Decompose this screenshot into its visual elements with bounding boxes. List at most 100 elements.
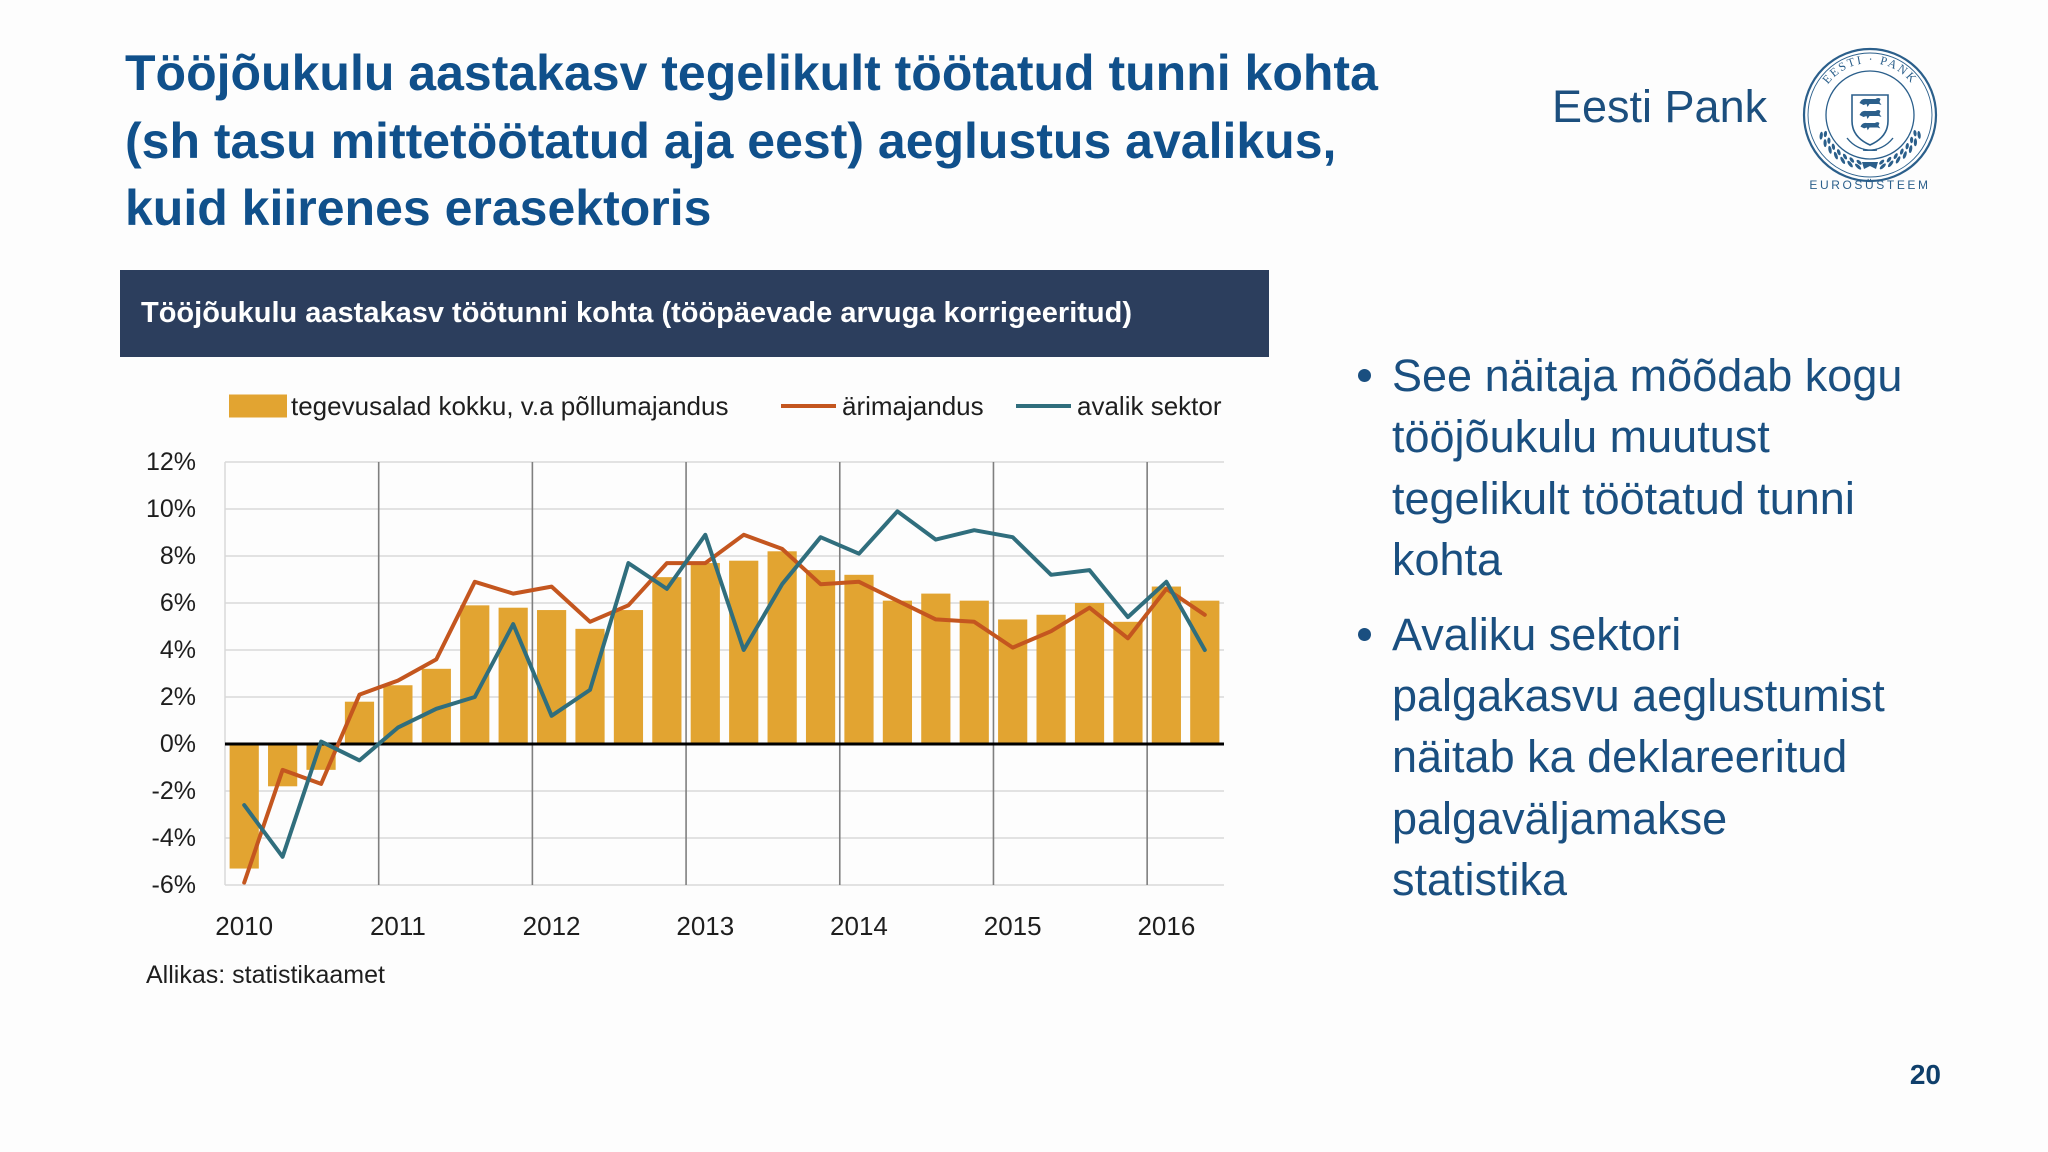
- wreath-leaf: [1849, 157, 1855, 163]
- y-tick-label: -4%: [152, 824, 196, 852]
- bullet-text-line: tööjõukulu muutust: [1392, 411, 1770, 463]
- wreath-leaf: [1879, 163, 1886, 170]
- legend-item-arimajandus: ärimajandus: [781, 391, 984, 421]
- bar-2013Q4: [805, 570, 836, 744]
- seal-branch-right: [1862, 137, 1894, 151]
- shield-icon: [1851, 94, 1889, 146]
- eurosysteem-caption: EUROSÜSTEEM: [1809, 178, 1931, 192]
- bar-2015Q1: [998, 619, 1028, 744]
- chart-source: Allikas: statistikaamet: [146, 961, 385, 989]
- bar-2015Q3: [1074, 603, 1105, 744]
- wreath-leaf: [1836, 149, 1841, 156]
- wreath-leaf: [1887, 160, 1894, 168]
- chart-title-bar: Tööjõukulu aastakasv töötunni kohta (töö…: [120, 270, 1269, 357]
- wreath-leaf: [1917, 130, 1921, 139]
- seal-inner-ring: [1807, 52, 1933, 178]
- bar-2012Q3: [613, 610, 644, 744]
- bar-2014Q2: [882, 600, 913, 744]
- wreath-leaf: [1879, 159, 1885, 165]
- wreath-leaf: [1902, 151, 1907, 159]
- seal-center-ring: [1825, 70, 1915, 160]
- bullet-text-line: Avaliku sektori: [1392, 608, 1682, 660]
- lion-icon: [1859, 110, 1882, 119]
- legend-label: ärimajandus: [842, 391, 984, 421]
- y-tick-label: -2%: [152, 777, 196, 805]
- legend-label: avalik sektor: [1077, 391, 1222, 421]
- bullet-item: Avaliku sektori palgakasvu aeglustumist …: [1358, 604, 1992, 911]
- wreath-leaf: [1847, 160, 1853, 168]
- y-tick-label: -6%: [152, 871, 196, 899]
- wreath-leaf: [1819, 131, 1823, 140]
- wreath-leaf: [1909, 136, 1914, 144]
- wreath-leaf: [1856, 159, 1862, 165]
- legend-item-total: tegevusalad kokku, v.a põllumajandus: [229, 391, 728, 421]
- bar-2014Q1: [844, 574, 874, 744]
- bar-series: [229, 551, 1220, 869]
- bullet-text-line: tegelikult töötatud tunni: [1392, 472, 1855, 524]
- wreath-leaf: [1908, 145, 1913, 154]
- x-tick-label: 2013: [676, 911, 734, 941]
- chart-legend: tegevusalad kokku, v.a põllumajandus äri…: [229, 391, 1222, 421]
- bar-2013Q3: [767, 551, 797, 744]
- bullet-text-line: näitab ka deklareeritud: [1392, 731, 1848, 783]
- wreath-leaf: [1828, 145, 1832, 154]
- y-tick-label: 4%: [160, 636, 196, 664]
- bullet-text-line: statistika: [1392, 854, 1568, 906]
- bullet-item: See näitaja mõõdab kogu tööjõukulu muutu…: [1358, 345, 1992, 591]
- line-series: [242, 509, 1207, 885]
- bar-2010Q4: [344, 701, 375, 744]
- wreath-leaf: [1840, 156, 1846, 164]
- x-tick-label: 2012: [523, 911, 581, 941]
- y-tick-label: 2%: [160, 683, 196, 711]
- shield-outline: [1851, 94, 1889, 146]
- bar-2012Q4: [652, 577, 682, 744]
- bullet-text-line: See näitaja mõõdab kogu: [1392, 350, 1903, 401]
- bar-2010Q2: [268, 744, 298, 787]
- wreath-leaf: [1823, 130, 1828, 138]
- bullet-text-line: kohta: [1392, 534, 1503, 586]
- slide-title-line: kuid kiirenes erasektoris: [125, 180, 712, 236]
- slide-title-line: (sh tasu mittetöötatud aja eest) aeglust…: [125, 112, 1337, 169]
- bar-2011Q4: [498, 607, 528, 744]
- wreath-leaf: [1895, 156, 1901, 164]
- bullet-list: See näitaja mõõdab kogu tööjõukulu muutu…: [1358, 345, 1992, 911]
- page-number: 20: [1909, 1059, 1941, 1090]
- x-tick-label: 2015: [984, 911, 1042, 941]
- y-tick-label: 10%: [146, 495, 196, 523]
- y-tick-label: 6%: [160, 589, 196, 617]
- bar-2015Q4: [1113, 621, 1143, 744]
- wreath-leaf: [1833, 151, 1838, 160]
- bar-2013Q2: [729, 560, 759, 744]
- y-tick-label: 0%: [160, 730, 196, 758]
- wreath-leaf: [1823, 139, 1827, 148]
- seal-ribbon: [1862, 162, 1878, 169]
- wreath-leaf: [1913, 138, 1918, 147]
- legend-swatch-bar: [229, 394, 287, 418]
- legend-item-avalik-sektor: avalik sektor: [1016, 391, 1222, 421]
- bar-2013Q1: [690, 563, 720, 744]
- x-tick-label: 2010: [215, 911, 273, 941]
- chart-plot: tegevusalad kokku, v.a põllumajandus äri…: [146, 391, 1224, 941]
- lion-icon: [1860, 122, 1881, 131]
- lion-icon: [1859, 98, 1882, 107]
- x-tick-label: 2014: [830, 911, 888, 941]
- legend-label: tegevusalad kokku, v.a põllumajandus: [291, 391, 728, 421]
- wreath-leaf: [1893, 153, 1898, 160]
- wreath-leaf: [1886, 156, 1892, 163]
- series-line-arimajandus: [242, 532, 1207, 885]
- chart-title: Tööjõukulu aastakasv töötunni kohta (töö…: [141, 297, 1132, 329]
- bar-2014Q4: [959, 600, 989, 744]
- wreath-leaf: [1831, 143, 1836, 150]
- wreath-leaf: [1854, 163, 1862, 170]
- bar-2016Q2: [1190, 600, 1220, 744]
- wreath-leaf: [1905, 143, 1909, 150]
- wreath-leaf: [1913, 130, 1917, 137]
- slide-title: Tööjõukulu aastakasv tegelikult töötatud…: [125, 40, 1455, 243]
- bar-2016Q1: [1151, 586, 1181, 744]
- y-tick-label: 12%: [146, 448, 196, 476]
- gridlines: [224, 461, 1224, 886]
- x-tick-label: 2011: [370, 911, 426, 941]
- slide-title-line: Tööjõukulu aastakasv tegelikult töötatud…: [125, 45, 1378, 101]
- bullet-text-line: palgaväljamakse: [1392, 792, 1728, 844]
- x-tick-label: 2016: [1137, 911, 1195, 941]
